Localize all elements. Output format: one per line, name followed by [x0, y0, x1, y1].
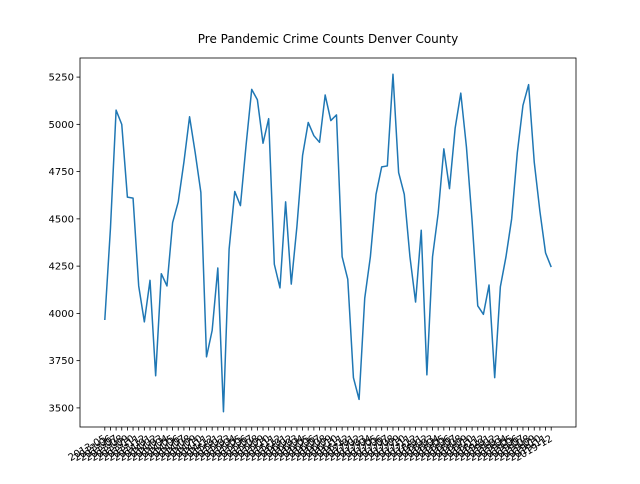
y-tick-label: 4000 — [49, 309, 74, 320]
chart-title: Pre Pandemic Crime Counts Denver County — [198, 32, 458, 46]
y-tick-label: 5250 — [49, 73, 74, 84]
y-tick-label: 3750 — [49, 356, 74, 367]
y-tick-label: 4750 — [49, 167, 74, 178]
y-tick-label: 3500 — [49, 403, 74, 414]
line-series — [104, 73, 552, 413]
y-tick-label: 5000 — [49, 120, 74, 131]
y-tick-label: 4250 — [49, 262, 74, 273]
plot-frame — [79, 57, 577, 428]
y-tick-label: 4500 — [49, 214, 74, 225]
